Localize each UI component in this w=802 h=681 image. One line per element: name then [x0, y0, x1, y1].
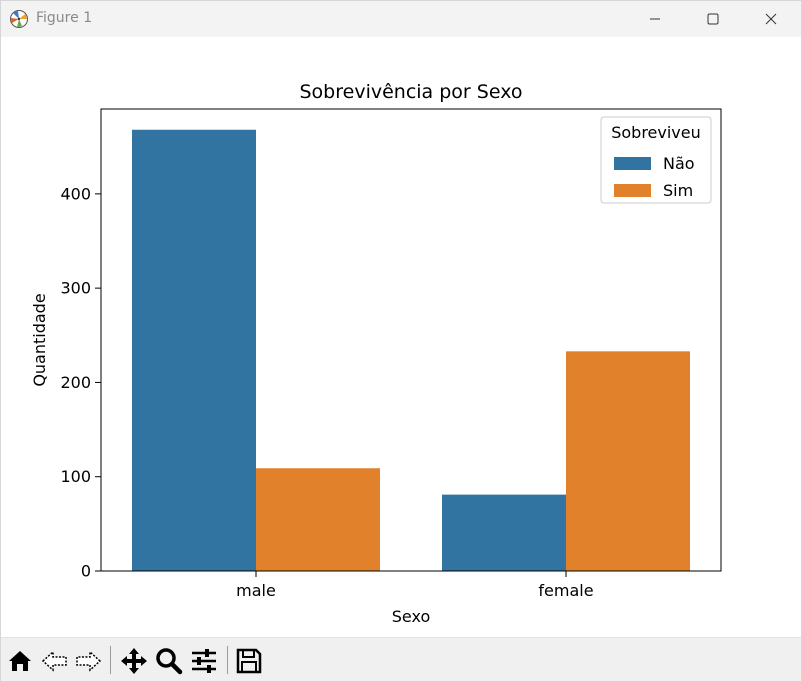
y-axis-label: Quantidade: [30, 293, 49, 386]
legend-swatch: [614, 157, 651, 170]
y-tick-label: 100: [60, 467, 91, 486]
bars-group: [132, 129, 690, 571]
save-icon: [236, 648, 262, 674]
home-button[interactable]: [6, 647, 34, 675]
x-tick-label: male: [236, 581, 276, 600]
close-icon: [765, 13, 777, 25]
chart-title: Sobrevivência por Sexo: [300, 81, 523, 103]
home-icon: [9, 651, 31, 671]
toolbar-separator: [227, 646, 228, 674]
bar-male-no: [132, 129, 256, 571]
legend-swatch: [614, 184, 651, 197]
window-title: Figure 1: [36, 10, 93, 26]
bar-chart: 0 100 200 300 400 male female Sobrevivência p…: [30, 81, 722, 626]
legend-entry-label: Não: [663, 154, 695, 173]
y-tick-label: 0: [81, 562, 91, 581]
close-button[interactable]: [742, 1, 800, 37]
pan-button[interactable]: [120, 647, 148, 675]
legend-title: Sobreviveu: [611, 123, 701, 142]
y-axis: 0 100 200 300 400: [60, 184, 101, 581]
minimize-icon: [650, 18, 660, 20]
x-axis: male female: [236, 571, 594, 600]
back-button[interactable]: [41, 647, 69, 675]
back-icon: [41, 650, 67, 672]
x-axis-label: Sexo: [392, 607, 430, 626]
maximize-icon: [707, 13, 719, 25]
axes-frame: [100, 108, 722, 572]
save-button[interactable]: [235, 647, 263, 675]
configure-subplots-button[interactable]: [190, 647, 218, 675]
zoom-button[interactable]: [155, 647, 183, 675]
toolbar-separator: [110, 646, 111, 674]
matplotlib-logo-icon: [10, 10, 28, 28]
x-tick-label: female: [538, 581, 593, 600]
zoom-icon: [156, 648, 183, 675]
y-tick-label: 200: [60, 373, 91, 392]
bar-male-sim: [256, 468, 380, 571]
navigation-toolbar: [1, 637, 801, 681]
minimize-button[interactable]: [626, 1, 684, 37]
configure-subplots-icon: [192, 649, 216, 673]
title-bar[interactable]: Figure 1: [1, 1, 801, 37]
legend: Sobreviveu Não Sim: [600, 116, 712, 204]
pan-icon: [121, 648, 147, 674]
forward-button[interactable]: [74, 647, 102, 675]
legend-entry-label: Sim: [663, 181, 693, 200]
y-tick-label: 400: [60, 184, 91, 203]
bar-female-sim: [566, 351, 690, 571]
bar-female-no: [442, 494, 566, 571]
legend-box: [600, 116, 712, 204]
figure-canvas[interactable]: 0 100 200 300 400 male female Sobrevivência p…: [1, 37, 801, 637]
y-tick-label: 300: [60, 279, 91, 298]
forward-icon: [76, 650, 102, 672]
maximize-button[interactable]: [684, 1, 742, 37]
